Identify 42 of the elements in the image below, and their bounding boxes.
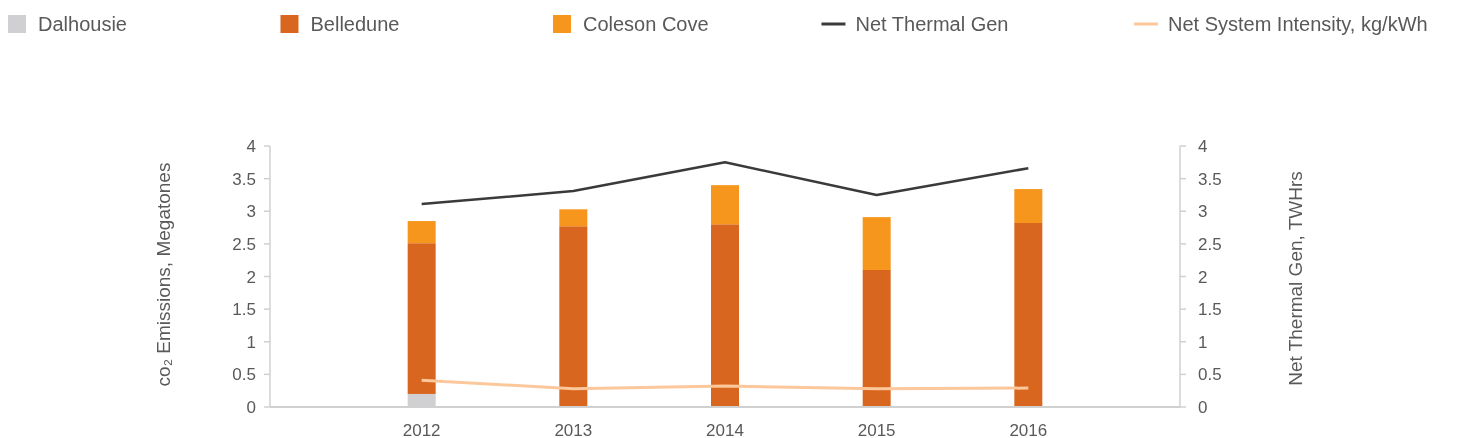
y-tick-label: 4 bbox=[246, 137, 256, 156]
y2-tick-label: 3 bbox=[1198, 202, 1208, 222]
bar bbox=[1014, 189, 1043, 223]
legend-label: Belledune bbox=[310, 13, 400, 35]
bar bbox=[862, 269, 891, 407]
bar bbox=[559, 226, 588, 407]
bar bbox=[711, 224, 739, 407]
y2-tick-label: 1 bbox=[1198, 332, 1208, 352]
y-tick-label: 1 bbox=[246, 332, 256, 352]
bar bbox=[1014, 223, 1043, 407]
y-tick-label: 2.5 bbox=[232, 234, 256, 254]
y-tick-label: 3.5 bbox=[232, 169, 256, 189]
x-tick-label: 2013 bbox=[554, 421, 593, 438]
x-tick-label: 2015 bbox=[857, 421, 896, 438]
y2-tick-label: 4 bbox=[1198, 137, 1208, 156]
legend-label: Net System Intensity, kg/kWh bbox=[1167, 13, 1428, 35]
legend-label: Net Thermal Gen bbox=[855, 13, 1009, 35]
line-series bbox=[420, 378, 1030, 391]
y2-tick-label: 1.5 bbox=[1198, 300, 1222, 320]
legend-label: Dalhousie bbox=[38, 13, 127, 35]
y-axis-title: co₂ Emissions, Megatones bbox=[153, 162, 174, 387]
y-tick-label: 1.5 bbox=[232, 300, 256, 320]
x-tick-label: 2016 bbox=[1009, 421, 1048, 438]
y2-tick-label: 3.5 bbox=[1198, 169, 1222, 189]
bar bbox=[862, 217, 891, 270]
bar bbox=[407, 221, 436, 244]
bar bbox=[711, 185, 739, 225]
line-series bbox=[420, 161, 1030, 206]
y2-tick-label: 0.5 bbox=[1198, 365, 1222, 385]
y-tick-label: 0.5 bbox=[232, 365, 256, 385]
bar bbox=[407, 243, 436, 394]
bar bbox=[559, 209, 588, 227]
y-tick-label: 2 bbox=[246, 267, 256, 287]
y-tick-label: 3 bbox=[246, 202, 256, 222]
legend-label: Coleson Cove bbox=[582, 13, 709, 35]
y-tick-label: 0 bbox=[246, 398, 256, 417]
x-tick-label: 2014 bbox=[706, 421, 744, 438]
y2-tick-label: 2.5 bbox=[1198, 234, 1222, 254]
y2-axis-title: Net Thermal Gen, TWHrs bbox=[1285, 171, 1306, 386]
x-tick-label: 2012 bbox=[402, 421, 441, 438]
y2-tick-label: 0 bbox=[1198, 398, 1208, 417]
y2-tick-label: 2 bbox=[1198, 267, 1208, 287]
